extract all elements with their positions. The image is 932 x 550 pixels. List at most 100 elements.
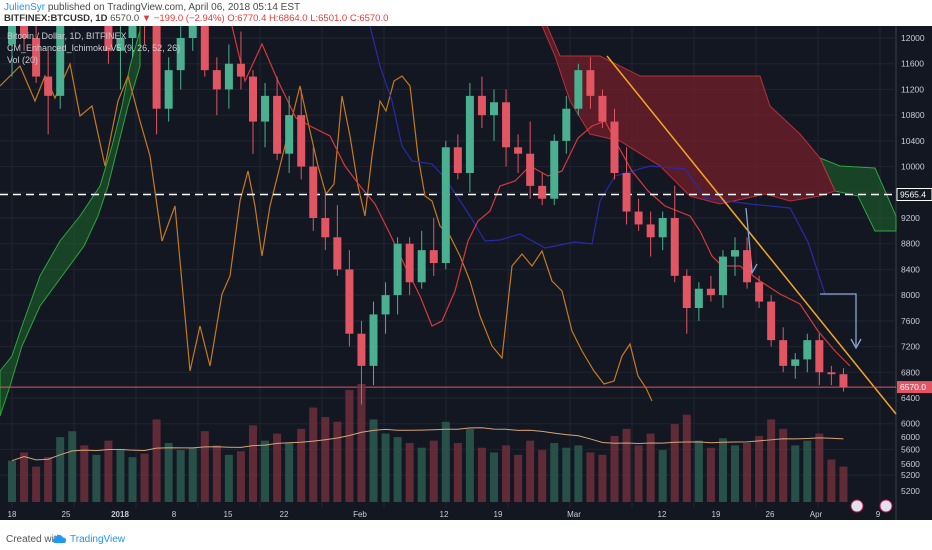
candle-body bbox=[273, 95, 282, 154]
volume-bar bbox=[670, 424, 679, 502]
volume-bar bbox=[743, 443, 752, 502]
candle-body bbox=[827, 372, 836, 375]
candle-body bbox=[212, 70, 221, 90]
candle-body bbox=[538, 185, 547, 199]
volume-bar bbox=[345, 389, 354, 502]
y-tick-label: 6000 bbox=[901, 432, 920, 442]
volume-ma-line bbox=[11, 427, 844, 462]
volume-bar bbox=[622, 428, 631, 502]
candle-body bbox=[333, 237, 342, 270]
volume-bar bbox=[731, 445, 739, 502]
candle-body bbox=[405, 243, 414, 283]
candle-body bbox=[188, 26, 197, 38]
x-tick-label: 15 bbox=[224, 510, 233, 519]
x-tick-label: 18 bbox=[8, 510, 17, 519]
x-tick-label: Apr bbox=[810, 510, 823, 519]
candle-body bbox=[128, 26, 137, 38]
candle-body bbox=[345, 269, 354, 334]
volume-bar bbox=[441, 421, 450, 502]
legend-ichimoku[interactable]: CM_Enhanced_Ichimoku-V5 (9, 26, 52, 26) bbox=[7, 43, 181, 53]
candle-body bbox=[417, 250, 426, 283]
candle-body bbox=[610, 121, 619, 173]
y-tick-label: 11200 bbox=[901, 84, 924, 94]
candle-body bbox=[465, 95, 474, 173]
chikou-span-line bbox=[0, 62, 653, 402]
volume-bar bbox=[20, 452, 29, 502]
volume-bar bbox=[610, 435, 619, 502]
candle-body bbox=[526, 153, 535, 186]
volume-bar bbox=[393, 437, 402, 502]
volume-bar bbox=[369, 419, 378, 502]
y-tick-label: 9200 bbox=[901, 213, 920, 223]
candle-body bbox=[755, 282, 764, 302]
last-price: 6570.0 bbox=[110, 13, 140, 24]
volume-bar bbox=[465, 428, 474, 502]
volume-bar bbox=[429, 440, 438, 502]
candle-body bbox=[261, 95, 270, 122]
volume-bar bbox=[212, 445, 221, 502]
x-tick-label: 8 bbox=[172, 510, 177, 519]
volume-bar bbox=[333, 421, 342, 502]
candle-body bbox=[706, 288, 715, 296]
volume-bar bbox=[32, 466, 41, 502]
candle-body bbox=[285, 115, 294, 154]
open-value: O:6770.4 bbox=[227, 13, 267, 24]
candle-body bbox=[718, 256, 727, 296]
candle-body bbox=[658, 217, 667, 238]
candle-body bbox=[8, 26, 16, 45]
candlestick-chart[interactable]: 1200011600112001080010400100009600920088… bbox=[0, 26, 932, 520]
volume-bar bbox=[68, 431, 77, 502]
volume-bar bbox=[815, 433, 824, 502]
candle-body bbox=[550, 140, 559, 199]
x-tick-label: 9 bbox=[876, 510, 881, 519]
y-tick-label: 10400 bbox=[901, 136, 925, 146]
volume-bar bbox=[791, 445, 800, 502]
y-tick-label: 6400 bbox=[901, 393, 920, 403]
candle-body bbox=[779, 340, 788, 366]
kumo-cloud-bear bbox=[541, 26, 836, 205]
volume-bar bbox=[285, 443, 294, 502]
volume-bar bbox=[453, 443, 462, 502]
volume-bar bbox=[526, 440, 535, 502]
candle-body bbox=[815, 340, 824, 373]
candle-body bbox=[441, 147, 450, 263]
high-value: H:6864.0 bbox=[269, 13, 308, 24]
symbol-label: BITFINEX:BTCUSD, 1D bbox=[4, 13, 108, 24]
kumo-cloud-bull-left bbox=[0, 26, 141, 417]
y-tick-label: 7600 bbox=[901, 316, 920, 326]
candle-body bbox=[369, 314, 378, 366]
annotation-arrow-2 bbox=[820, 293, 857, 346]
candle-body bbox=[634, 211, 643, 225]
volume-bar bbox=[598, 454, 607, 502]
candle-body bbox=[164, 70, 173, 109]
volume-bar bbox=[44, 457, 53, 502]
down-arrow-icon: ▼ bbox=[141, 13, 152, 24]
publish-header: JulienSyr published on TradingView.com, … bbox=[0, 0, 932, 26]
volume-bar bbox=[273, 433, 282, 502]
last-price-badge bbox=[897, 381, 932, 394]
legend-volume[interactable]: Vol (20) bbox=[7, 55, 39, 65]
volume-bar bbox=[56, 437, 65, 502]
arrow-head-icon bbox=[850, 338, 862, 350]
volume-bar bbox=[309, 407, 318, 502]
candle-body bbox=[236, 63, 245, 77]
created-with-text: Created with bbox=[6, 534, 63, 545]
descending-trendline bbox=[606, 55, 897, 415]
candle-body bbox=[514, 147, 523, 154]
author-link[interactable]: JulienSyr bbox=[4, 2, 46, 13]
y-tick-label: 10000 bbox=[901, 162, 925, 172]
chart-plot-area[interactable]: 1200011600112001080010400100009600920088… bbox=[0, 26, 932, 520]
volume-bar bbox=[188, 447, 197, 502]
candle-body bbox=[562, 108, 571, 141]
candle-body bbox=[321, 217, 330, 238]
y-tick-label: 5600 bbox=[901, 459, 920, 469]
volume-bar bbox=[224, 454, 233, 502]
tradingview-brand[interactable]: TradingView bbox=[70, 534, 126, 545]
price-axis-panel bbox=[896, 26, 932, 520]
candle-body bbox=[791, 359, 800, 366]
volume-bar bbox=[550, 443, 559, 502]
x-tick-label: 12 bbox=[658, 510, 667, 519]
candle-body bbox=[224, 63, 233, 90]
price-change: −199.0 (−2.94%) bbox=[153, 13, 225, 24]
